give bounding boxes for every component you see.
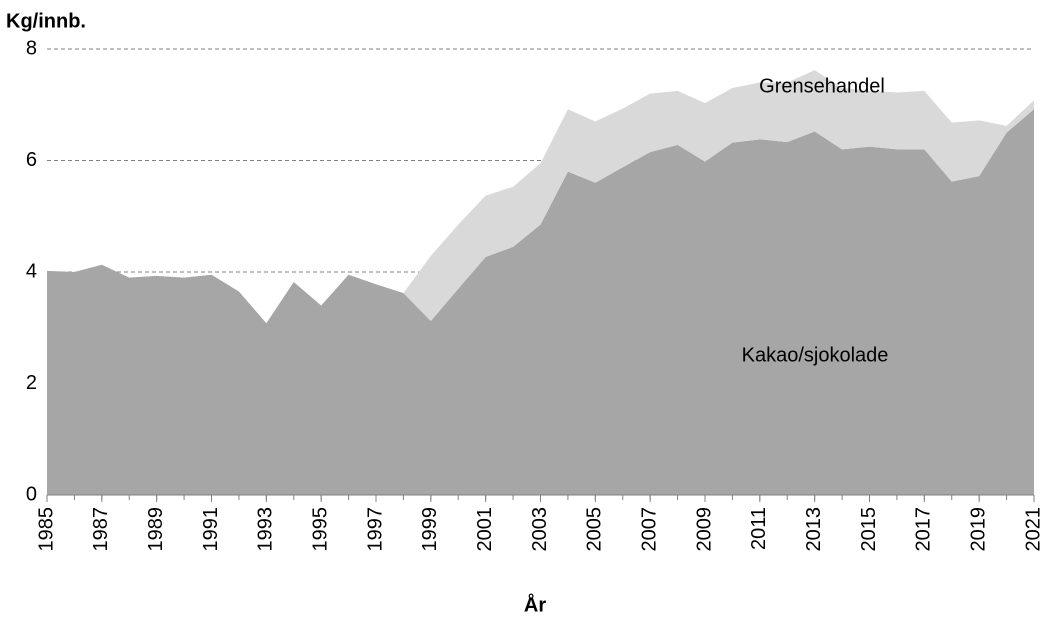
- x-tick-label: 2003: [529, 507, 551, 552]
- area: [47, 109, 1034, 496]
- x-tick-label: 2013: [803, 507, 825, 552]
- x-tick-label: 1987: [90, 507, 112, 552]
- x-tick-label: 2005: [584, 507, 606, 552]
- x-tick-label: 1985: [35, 507, 57, 552]
- y-tick-label: 0: [26, 483, 37, 505]
- x-tick-label: 2011: [748, 507, 770, 550]
- series-label: Grensehandel: [759, 75, 885, 97]
- series-label: Kakao/sjokolade: [742, 344, 889, 366]
- y-tick-label: 4: [26, 260, 37, 282]
- y-axis-label: Kg/innb.: [6, 10, 86, 32]
- y-tick-label: 2: [26, 372, 37, 394]
- x-tick-label: 1993: [255, 507, 277, 552]
- x-tick-label: 2001: [474, 507, 496, 552]
- y-tick-label: 6: [26, 149, 37, 171]
- x-tick-label: 2019: [967, 507, 989, 552]
- x-tick-label: 1995: [309, 507, 331, 552]
- area: [47, 70, 1034, 324]
- x-axis-label: År: [524, 592, 546, 616]
- y-tick-label: 8: [26, 37, 37, 59]
- x-tick-label: 1989: [145, 507, 167, 552]
- x-tick-label: 1997: [364, 507, 386, 552]
- x-tick-label: 2015: [858, 507, 880, 552]
- x-tick-label: 2007: [638, 507, 660, 552]
- x-tick-label: 1999: [419, 507, 441, 552]
- x-tick-label: 1991: [200, 507, 222, 552]
- x-tick-label: 2017: [913, 507, 935, 552]
- x-tick-label: 2021: [1022, 507, 1044, 552]
- x-tick-label: 2009: [693, 507, 715, 552]
